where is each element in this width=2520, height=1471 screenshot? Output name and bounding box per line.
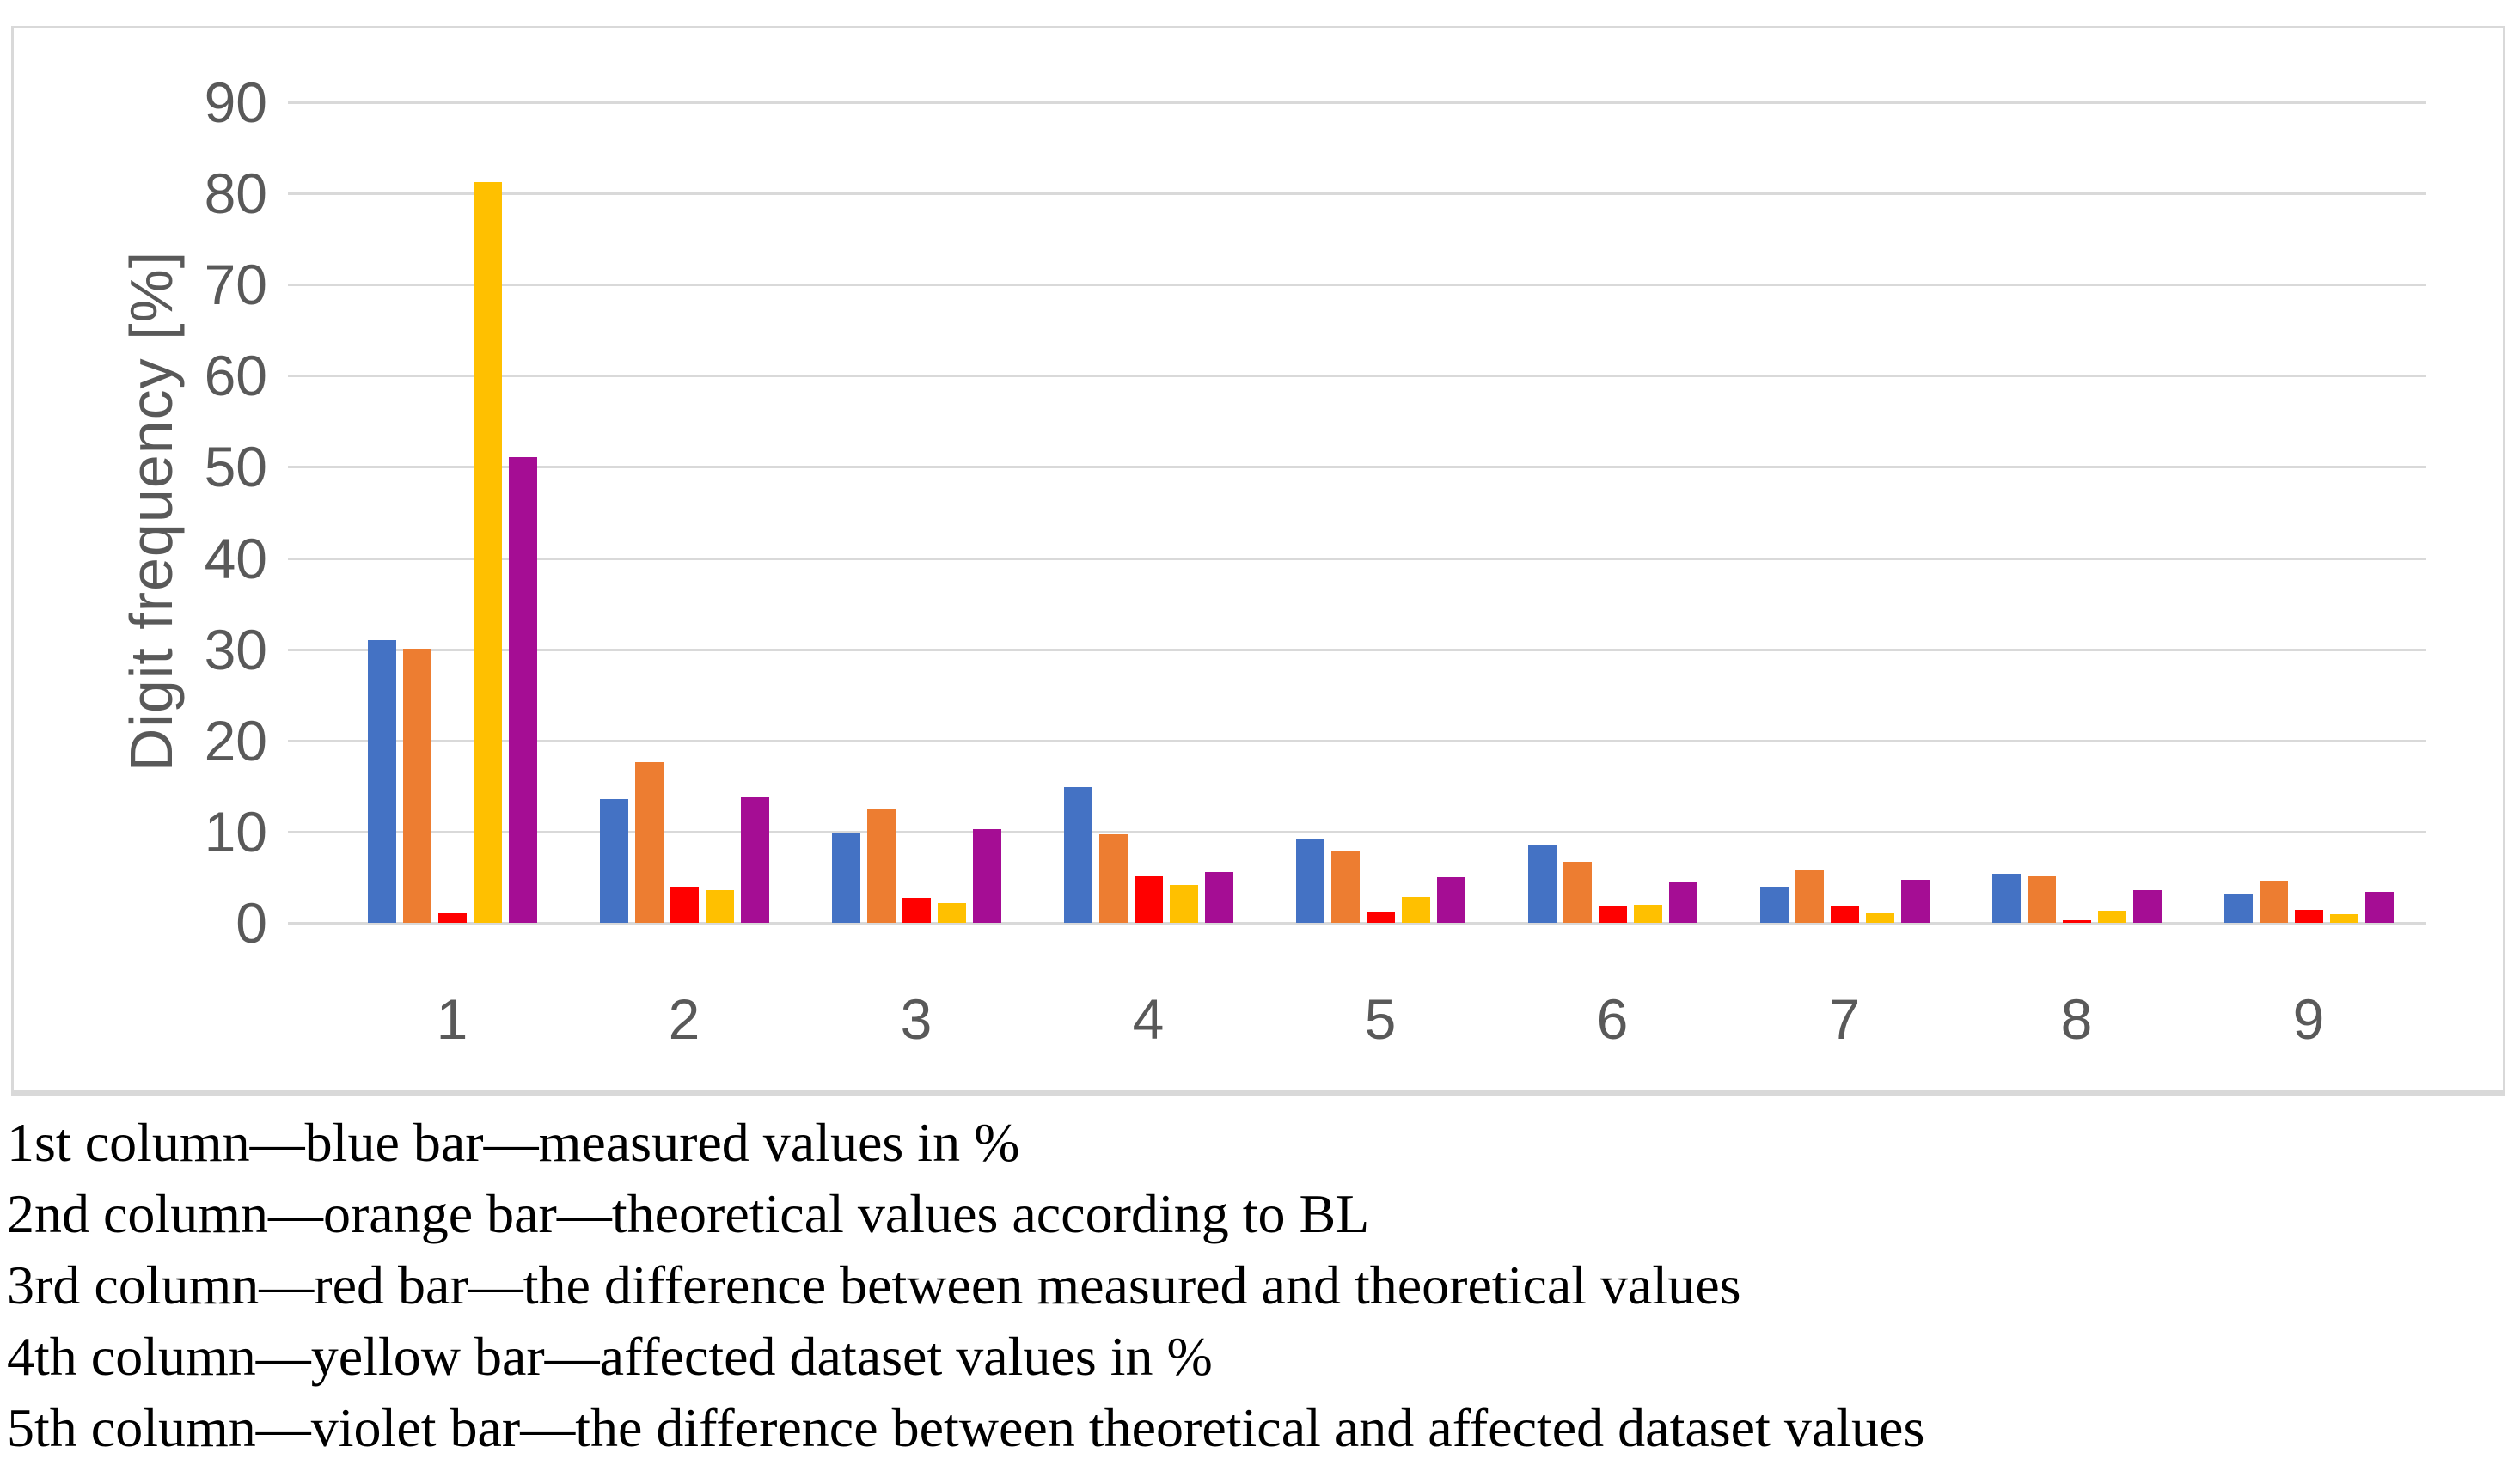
bar-measured-digit-6 [1527,845,1557,923]
bar-difference-theoretical-affected-digit-6 [1668,882,1697,923]
bar-difference-theoretical-affected-digit-9 [2364,892,2394,923]
bar-difference-theoretical-affected-digit-2 [740,797,769,923]
bar-theoretical-bl-digit-3 [866,809,896,923]
bar-difference-measured-theoretical-digit-5 [1366,912,1395,923]
gridline [288,101,2426,104]
y-tick-label: 70 [204,253,267,317]
bar-theoretical-bl-digit-5 [1330,851,1360,923]
caption-line-1: 1st column—blue bar—measured values in % [7,1112,1020,1173]
y-tick-label: 80 [204,162,267,226]
bar-measured-digit-9 [2223,894,2253,923]
bar-difference-theoretical-affected-digit-4 [1204,872,1233,923]
bar-theoretical-bl-digit-1 [402,649,431,923]
y-axis-title: Digit frequency [%] [118,250,185,772]
bar-measured-digit-5 [1295,839,1324,923]
y-tick-label: 30 [204,617,267,681]
figure-caption: 1st column—blue bar—measured values in %… [7,1107,2517,1463]
x-tick-label: 1 [436,987,468,1051]
gridline [288,648,2426,651]
bar-affected-digit-2 [705,890,734,923]
y-tick-label: 60 [204,344,267,408]
gridline [288,830,2426,833]
caption-line-5: 5th column—violet bar—the difference bet… [7,1397,1925,1458]
bar-theoretical-bl-digit-7 [1795,870,1824,923]
bar-affected-digit-7 [1865,913,1894,923]
gridline [288,466,2426,469]
y-tick-label: 50 [204,435,267,499]
bar-measured-digit-7 [1759,887,1789,923]
gridline [288,284,2426,287]
bar-difference-theoretical-affected-digit-5 [1436,877,1465,923]
bar-affected-digit-5 [1401,897,1430,923]
bar-theoretical-bl-digit-4 [1098,834,1128,923]
bar-affected-digit-4 [1169,885,1198,923]
caption-line-3: 3rd column—red bar—the difference betwee… [7,1254,1741,1315]
bar-theoretical-bl-digit-8 [2027,876,2056,923]
x-tick-label: 4 [1132,987,1165,1051]
bar-affected-digit-9 [2329,914,2358,923]
bar-affected-digit-3 [937,903,966,923]
bar-affected-digit-1 [473,182,502,923]
bar-theoretical-bl-digit-9 [2259,881,2288,923]
x-tick-label: 9 [2292,987,2325,1051]
x-tick-label: 2 [668,987,700,1051]
y-tick-label: 90 [204,70,267,134]
y-tick-label: 20 [204,708,267,772]
y-tick-label: 40 [204,526,267,590]
gridline [288,739,2426,742]
x-tick-label: 8 [2060,987,2093,1051]
caption-line-2: 2nd column—orange bar—theoretical values… [7,1183,1370,1244]
gridline [288,557,2426,560]
bar-measured-digit-2 [599,799,628,923]
bar-theoretical-bl-digit-6 [1563,862,1592,923]
bar-difference-measured-theoretical-digit-9 [2294,910,2323,923]
bar-affected-digit-6 [1633,905,1662,923]
bar-difference-measured-theoretical-digit-4 [1134,876,1163,923]
bar-difference-theoretical-affected-digit-3 [972,829,1001,923]
y-tick-label: 10 [204,799,267,864]
bar-difference-measured-theoretical-digit-7 [1830,906,1859,923]
bar-measured-digit-4 [1063,787,1092,923]
bar-difference-measured-theoretical-digit-6 [1598,906,1627,923]
caption-line-4: 4th column—yellow bar—affected dataset v… [7,1326,1213,1387]
bar-measured-digit-3 [831,833,860,923]
bar-difference-theoretical-affected-digit-8 [2132,890,2162,923]
bar-difference-measured-theoretical-digit-8 [2062,920,2091,923]
x-tick-label: 6 [1596,987,1629,1051]
x-tick-label: 3 [900,987,933,1051]
bar-difference-theoretical-affected-digit-7 [1900,880,1930,923]
bar-theoretical-bl-digit-2 [634,762,664,923]
bar-measured-digit-8 [1991,874,2021,923]
bar-difference-measured-theoretical-digit-1 [437,913,467,923]
y-tick-label: 0 [235,891,267,955]
chart-area: Digit frequency [%] 0 10 20 30 40 50 60 70 80 90 1… [11,26,2505,1096]
x-tick-label: 7 [1828,987,1861,1051]
bar-difference-theoretical-affected-digit-1 [508,457,537,923]
gridline [288,375,2426,378]
gridline [288,922,2426,925]
bar-measured-digit-1 [367,640,396,923]
bar-difference-measured-theoretical-digit-2 [670,887,699,923]
gridline [288,192,2426,196]
bar-difference-measured-theoretical-digit-3 [902,898,931,923]
x-tick-label: 5 [1364,987,1397,1051]
bar-affected-digit-8 [2097,911,2126,923]
